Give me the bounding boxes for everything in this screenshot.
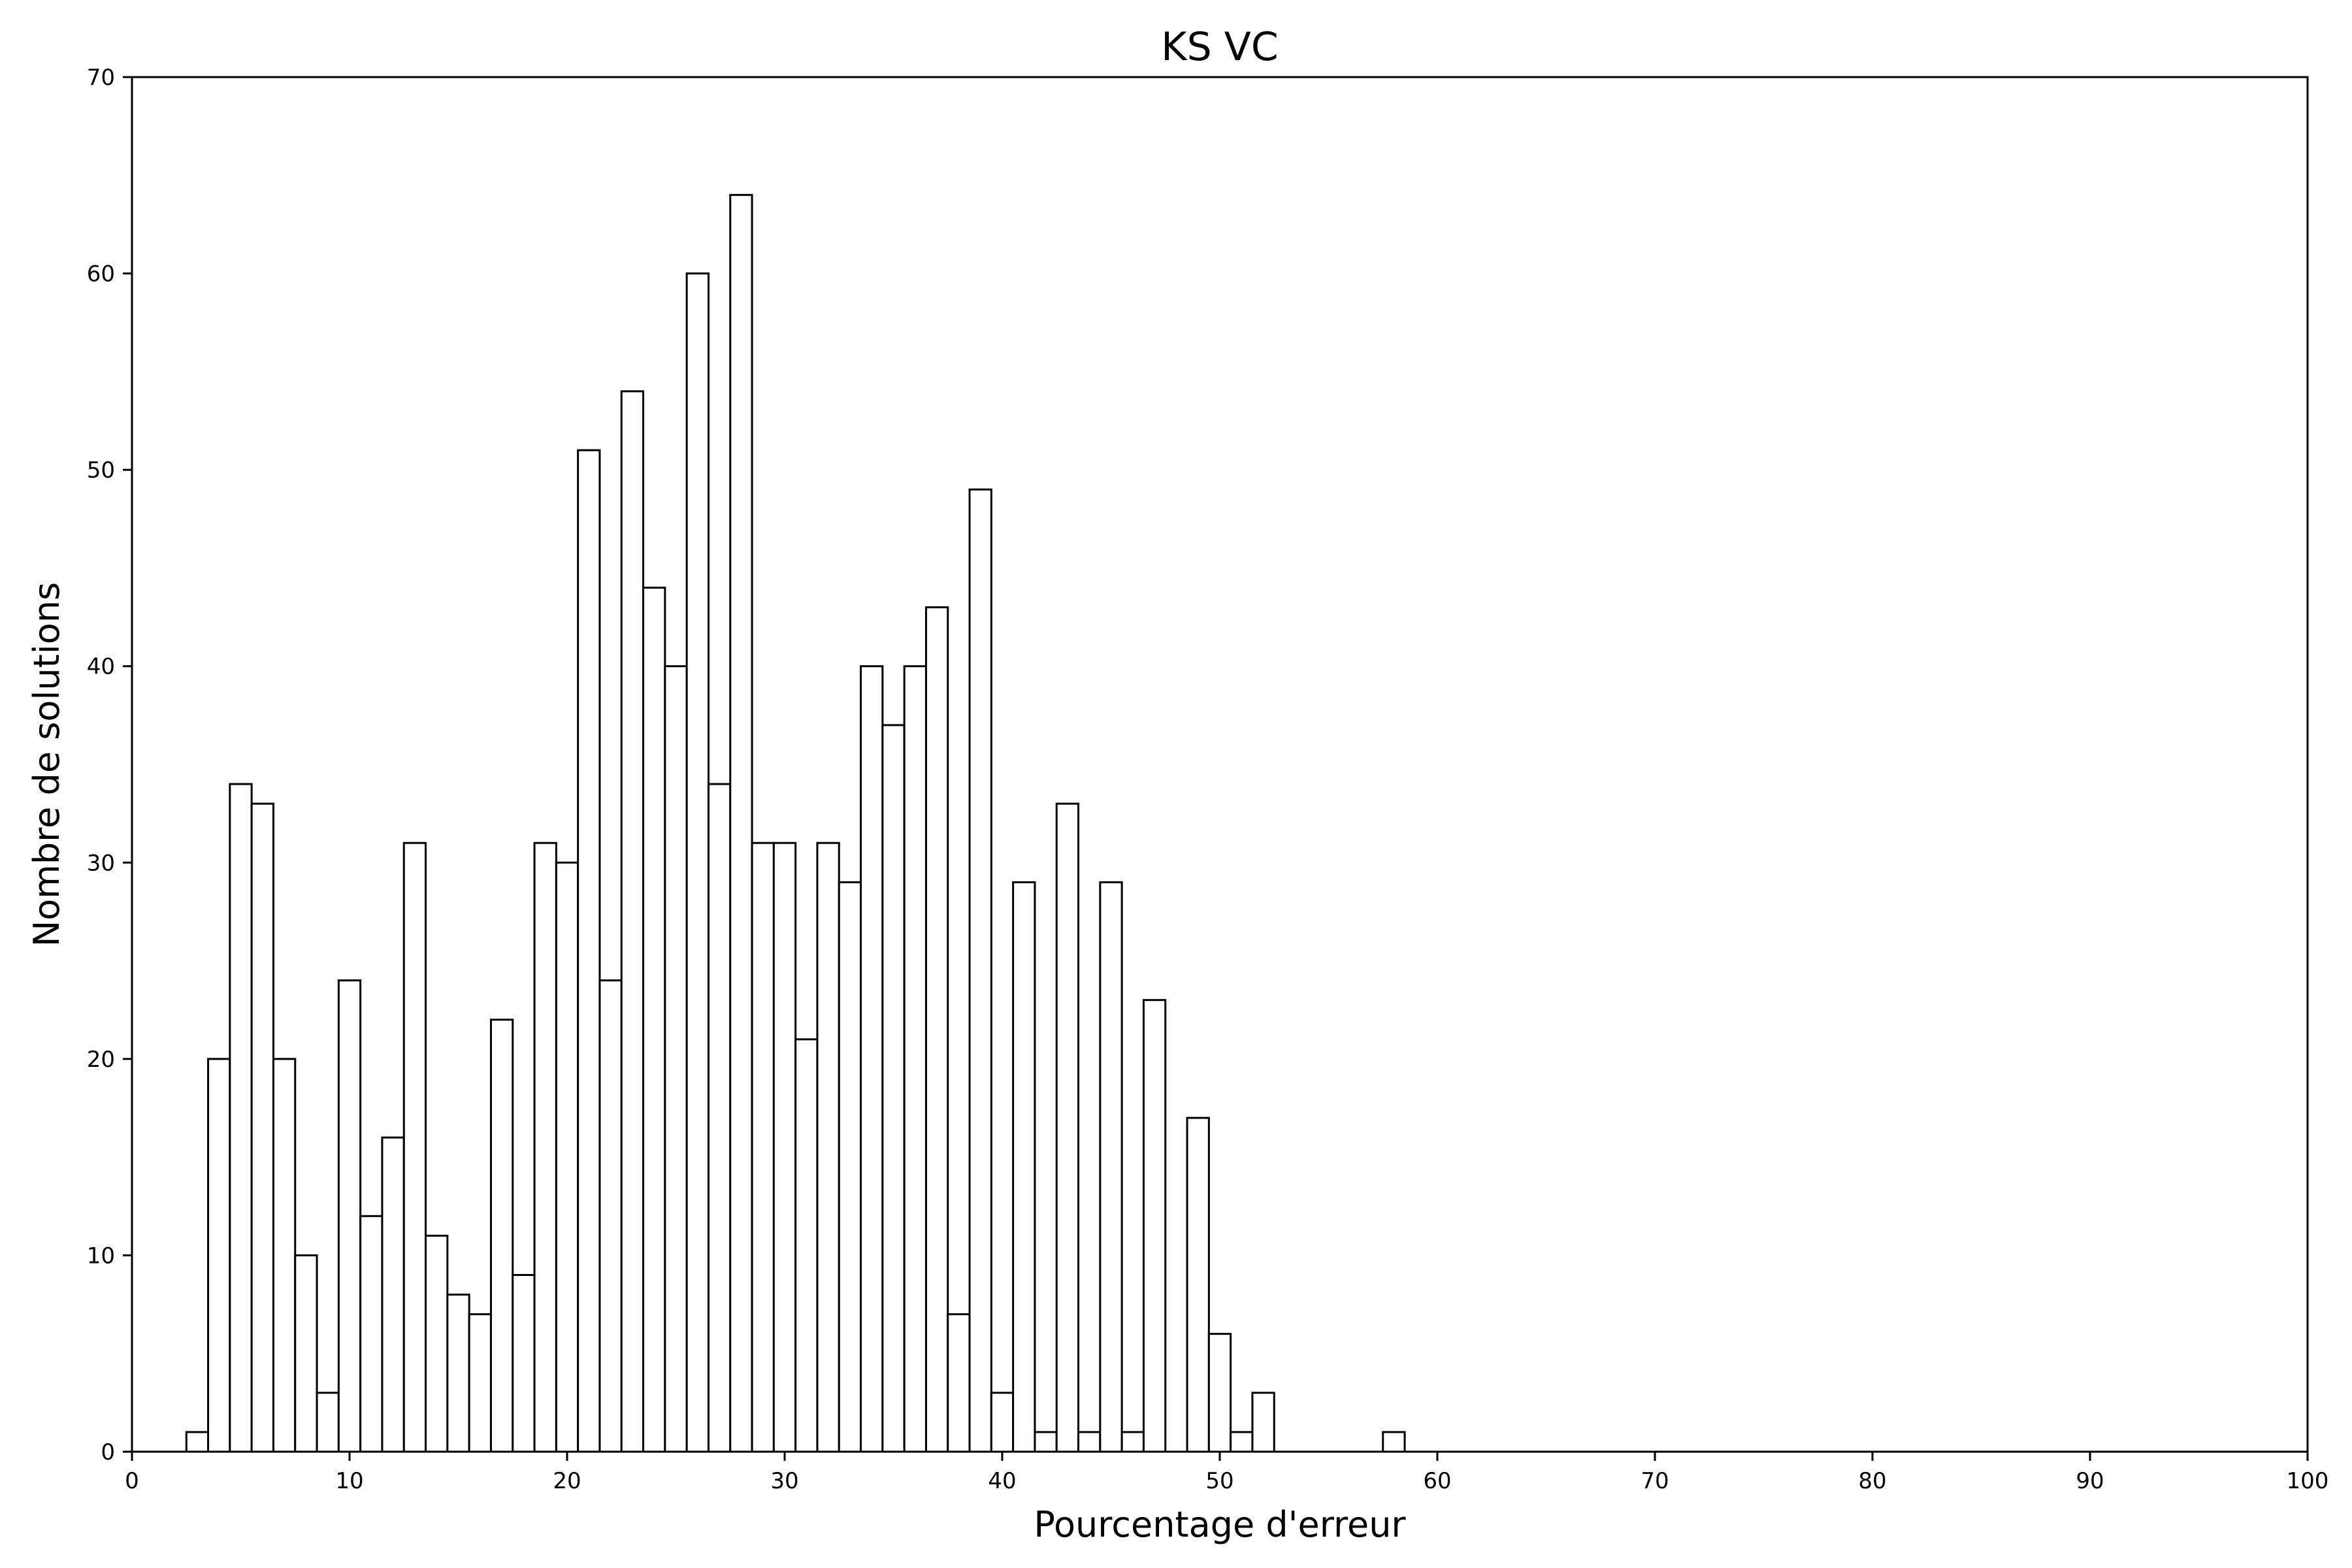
histogram-bar [316,1392,340,1453]
histogram-bar [425,1234,449,1453]
y-tick-label: 30 [87,850,115,876]
histogram-bar [968,488,992,1453]
x-tick-label: 60 [1423,1468,1451,1494]
y-tick-label: 40 [87,654,115,680]
histogram-bar [1251,1392,1275,1453]
histogram-bar [381,1136,405,1453]
y-tick-label: 20 [87,1047,115,1073]
histogram-bar [1230,1431,1254,1453]
histogram-bar [924,606,949,1453]
histogram-bar [1012,881,1036,1453]
x-axis-label: Pourcentage d'erreur [1034,1504,1406,1545]
y-tick-label: 50 [87,457,115,483]
histogram-bar [620,390,645,1453]
y-tick-label: 70 [87,65,115,91]
histogram-bar [272,1058,297,1453]
histogram-bar [772,841,797,1453]
histogram-bar [512,1273,536,1453]
histogram-bar [664,665,688,1453]
x-tick-label: 30 [770,1468,798,1494]
histogram-bar [207,1058,231,1453]
x-tick-label: 0 [125,1468,139,1494]
histogram-bar [642,586,666,1453]
x-tick-label: 100 [2287,1468,2329,1494]
histogram-bar [250,802,274,1453]
plot-frame [131,76,2309,1453]
histogram-bar [794,1038,819,1453]
histogram-bar [468,1313,492,1453]
histogram-bar [751,841,775,1453]
histogram-bar [185,1431,210,1453]
histogram-bar [1207,1333,1232,1453]
histogram-bar [1142,999,1167,1453]
histogram-bar [990,1392,1015,1453]
histogram-bar [860,665,884,1453]
y-axis-ticks: 0 10 20 30 40 50 60 70 [87,65,132,1465]
histogram-bar [1034,1431,1058,1453]
x-tick-label: 20 [553,1468,581,1494]
x-tick-label: 70 [1641,1468,1669,1494]
x-axis-ticks: 0 10 20 30 40 50 60 70 80 90 100 [125,1452,2328,1494]
histogram-bar [1382,1431,1406,1453]
histogram-bar [729,193,753,1453]
histogram-bar [903,665,927,1453]
histogram-bar [1077,1431,1102,1453]
y-tick-label: 60 [87,261,115,287]
histogram-bar [555,861,580,1453]
histogram-bar [838,881,862,1453]
histogram-bar [881,724,906,1453]
histogram-bar [489,1019,514,1453]
x-tick-label: 90 [2076,1468,2104,1494]
y-tick-label: 10 [87,1243,115,1269]
histogram-bar [533,841,557,1453]
x-tick-label: 10 [335,1468,363,1494]
histogram-bar [577,449,601,1453]
histogram-bar [402,841,427,1453]
histogram-bar [685,272,710,1453]
histogram-bar [816,841,840,1453]
histogram-bar [1186,1117,1210,1453]
x-tick-label: 80 [1858,1468,1886,1494]
chart-title: KS VC [1161,24,1278,70]
y-axis-label: Nombre de solutions [26,582,67,947]
histogram-bar [1055,802,1080,1453]
histogram-bar [337,979,362,1453]
histogram-bar [294,1254,318,1453]
histogram-bar [446,1294,470,1453]
histogram-bar [707,783,732,1453]
histogram-bar [1099,881,1123,1453]
x-tick-label: 50 [1205,1468,1233,1494]
histogram-bars [185,193,1406,1453]
histogram-bar [947,1313,971,1453]
histogram-bar [598,979,623,1453]
histogram-bar [1120,1431,1145,1453]
y-tick-label: 0 [101,1439,115,1465]
x-tick-label: 40 [988,1468,1016,1494]
histogram-bar [229,783,253,1453]
histogram-bar [359,1215,384,1453]
